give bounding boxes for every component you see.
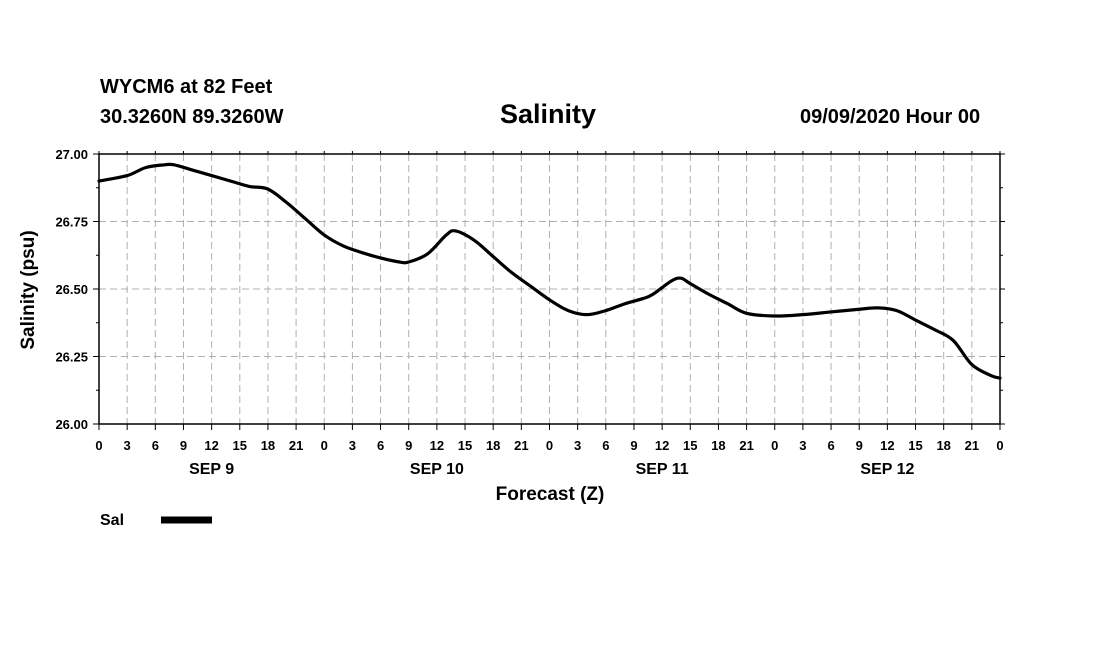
y-tick-label: 26.00 <box>55 417 88 432</box>
x-tick-label: 15 <box>458 438 472 453</box>
x-tick-label: 18 <box>261 438 275 453</box>
x-tick-label: 0 <box>996 438 1003 453</box>
x-tick-label: 3 <box>574 438 581 453</box>
day-label: SEP 11 <box>636 461 689 478</box>
x-tick-label: 3 <box>124 438 131 453</box>
x-tick-label: 6 <box>602 438 609 453</box>
x-tick-label: 12 <box>430 438 444 453</box>
x-tick-label: 18 <box>486 438 500 453</box>
x-tick-label: 18 <box>936 438 950 453</box>
x-axis-title: Forecast (Z) <box>496 484 605 505</box>
x-tick-label: 15 <box>908 438 922 453</box>
series-layer <box>97 162 1002 380</box>
y-tick-label: 26.25 <box>55 350 88 365</box>
x-tick-label: 21 <box>965 438 979 453</box>
x-tick-label: 15 <box>683 438 697 453</box>
x-tick-label: 15 <box>233 438 247 453</box>
grid-lines <box>99 154 1000 424</box>
station-label: WYCM6 at 82 Feet <box>100 76 273 98</box>
legend: Sal <box>100 512 212 529</box>
x-tick-label: 18 <box>711 438 725 453</box>
x-tick-label: 0 <box>95 438 102 453</box>
chart-title: Salinity <box>500 99 597 129</box>
day-label: SEP 12 <box>860 461 914 478</box>
x-tick-label: 21 <box>289 438 303 453</box>
y-tick-label: 27.00 <box>55 147 88 162</box>
x-tick-label: 21 <box>739 438 753 453</box>
x-tick-label: 9 <box>405 438 412 453</box>
x-tick-label: 21 <box>514 438 528 453</box>
x-tick-label: 12 <box>655 438 669 453</box>
x-tick-label: 0 <box>771 438 778 453</box>
x-tick-label: 9 <box>630 438 637 453</box>
plot-frame <box>98 153 1001 425</box>
x-tick-label: 9 <box>180 438 187 453</box>
forecast-datetime: 09/09/2020 Hour 00 <box>800 106 981 128</box>
x-tick-label: 9 <box>856 438 863 453</box>
x-tick-label: 12 <box>880 438 894 453</box>
x-tick-label: 3 <box>799 438 806 453</box>
y-axis-title: Salinity (psu) <box>18 230 39 349</box>
y-tick-label: 26.75 <box>55 215 88 230</box>
x-tick-label: 12 <box>204 438 218 453</box>
x-tick-label: 0 <box>321 438 328 453</box>
x-tick-label: 6 <box>152 438 159 453</box>
series-line-sal <box>97 162 1002 380</box>
x-tick-label: 6 <box>377 438 384 453</box>
tick-labels: 0 3 6 9 12 15 18 21 0 3 6 9 12 15 18 21 0 3 6 9 12 15 18 21 0 3 6 9… <box>55 147 1003 478</box>
day-label: SEP 9 <box>189 461 234 478</box>
y-tick-label: 26.50 <box>55 282 88 297</box>
day-label: SEP 10 <box>410 461 464 478</box>
x-tick-label: 6 <box>827 438 834 453</box>
x-tick-label: 3 <box>349 438 356 453</box>
axes <box>93 151 1005 430</box>
x-tick-label: 0 <box>546 438 553 453</box>
legend-label-sal: Sal <box>100 512 124 529</box>
coordinates-label: 30.3260N 89.3260W <box>100 106 284 128</box>
